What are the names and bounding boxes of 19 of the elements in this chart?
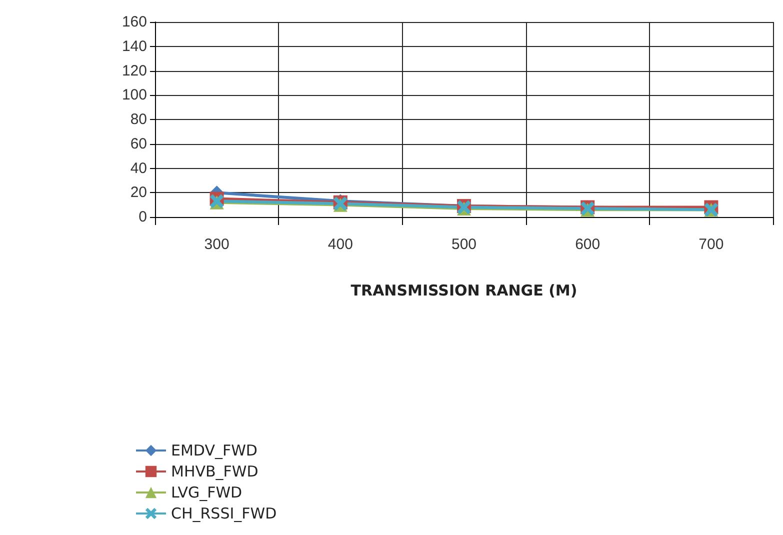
y-tick-label: 60 (130, 135, 147, 152)
y-tick-label: 0 (138, 208, 147, 226)
x-tick-label: 400 (328, 236, 353, 253)
y-tick-label: 80 (130, 111, 147, 128)
legend-label: LVG_FWD (171, 484, 242, 502)
legend-label: MHVB_FWD (171, 462, 258, 480)
x-tick-label: 500 (451, 236, 477, 253)
x-tick-label: 300 (204, 236, 230, 253)
y-tick-label: 160 (122, 14, 147, 30)
x-axis-title: TRANSMISSION RANGE (M) (350, 282, 578, 300)
y-tick-label: 100 (122, 86, 147, 104)
x-tick-label: 600 (575, 236, 600, 253)
y-tick-label: 120 (122, 62, 147, 80)
y-tick-label: 140 (122, 38, 147, 55)
legend-label: CH_RSSI_FWD (171, 504, 277, 522)
legend-label: EMDV_FWD (171, 442, 258, 460)
x-tick-label: 700 (698, 236, 724, 253)
y-tick-label: 40 (130, 160, 147, 177)
y-tick-label: 20 (130, 184, 147, 202)
